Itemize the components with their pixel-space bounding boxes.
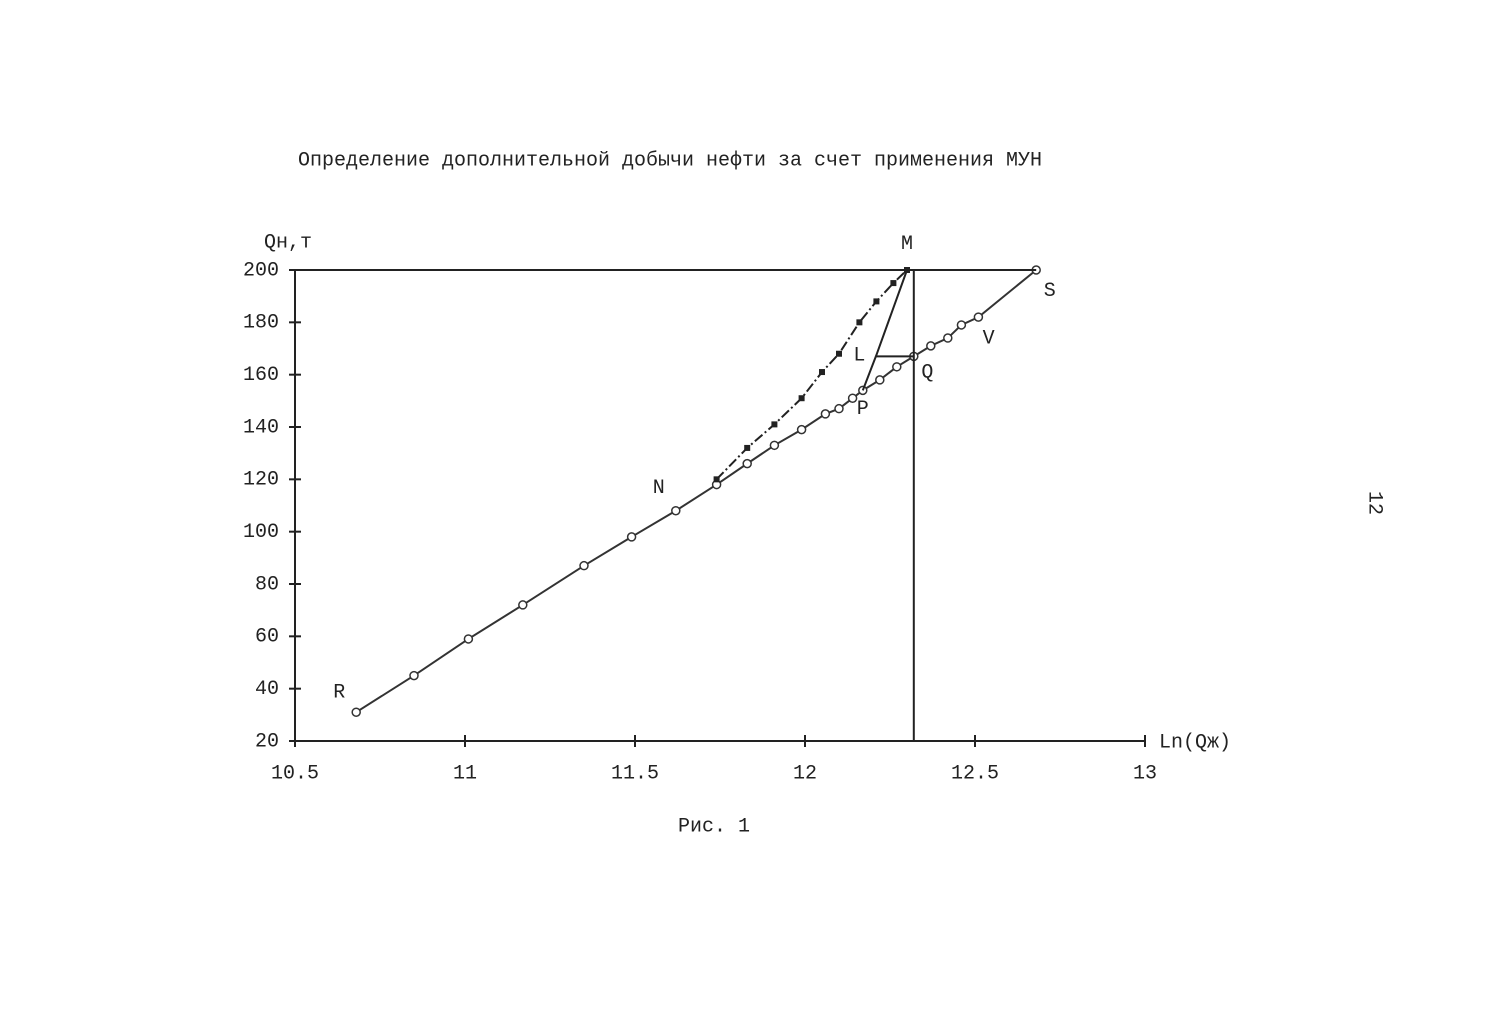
- point: [671, 505, 681, 516]
- point: [626, 532, 637, 542]
- point: [856, 319, 863, 326]
- point-label: S: [1044, 280, 1056, 303]
- caption: Рис. 1: [678, 815, 750, 838]
- point: [926, 341, 936, 351]
- point: [771, 421, 778, 428]
- point: [973, 312, 984, 322]
- page-number: 12: [1363, 491, 1386, 515]
- chart-title: Определение дополнительной добычи нефти …: [298, 149, 1042, 172]
- x-tick-label: 11: [453, 762, 477, 785]
- point: [836, 350, 842, 357]
- y-tick-label: 80: [255, 573, 279, 596]
- point: [956, 320, 967, 330]
- point: [518, 600, 528, 610]
- point: [798, 395, 805, 402]
- y-tick-label: 200: [243, 259, 279, 282]
- point: [713, 476, 720, 483]
- y-tick-label: 60: [255, 626, 279, 649]
- point: [890, 280, 897, 287]
- x-tick-label: 13: [1133, 762, 1157, 785]
- point: [834, 403, 844, 414]
- series-line: [715, 269, 908, 481]
- point: [820, 409, 831, 419]
- x-tick-label: 11.5: [611, 762, 659, 785]
- point: [579, 560, 589, 571]
- point: [744, 444, 751, 451]
- point: [742, 458, 752, 469]
- point-label: V: [983, 327, 995, 350]
- point: [769, 440, 780, 451]
- x-tick-label: 12: [793, 762, 817, 785]
- point-label: Q: [921, 361, 933, 384]
- x-axis-label: Ln(Qж): [1159, 731, 1231, 754]
- point: [943, 333, 953, 343]
- point: [819, 369, 825, 376]
- x-tick-label: 12.5: [951, 762, 999, 785]
- y-tick-label: 40: [255, 678, 279, 701]
- series-line: [355, 269, 1037, 714]
- point-label: R: [333, 681, 345, 704]
- y-tick-label: 180: [243, 312, 279, 335]
- point-label: L: [853, 344, 865, 367]
- point-label: M: [901, 233, 913, 256]
- y-tick-label: 140: [243, 416, 279, 439]
- point: [351, 707, 361, 717]
- point: [873, 298, 880, 305]
- y-tick-label: 120: [243, 469, 279, 492]
- series-line: [861, 269, 908, 391]
- y-tick-label: 20: [255, 730, 279, 753]
- point: [409, 670, 419, 681]
- point: [463, 634, 474, 644]
- point: [847, 393, 858, 403]
- point: [796, 424, 807, 435]
- point: [875, 375, 885, 385]
- point: [892, 362, 902, 372]
- point-label: P: [857, 398, 869, 421]
- y-tick-label: 160: [243, 364, 279, 387]
- x-tick-label: 10.5: [271, 762, 319, 785]
- y-axis-label: Qн,т: [264, 231, 312, 254]
- y-tick-label: 100: [243, 521, 279, 544]
- point-label: N: [653, 477, 665, 500]
